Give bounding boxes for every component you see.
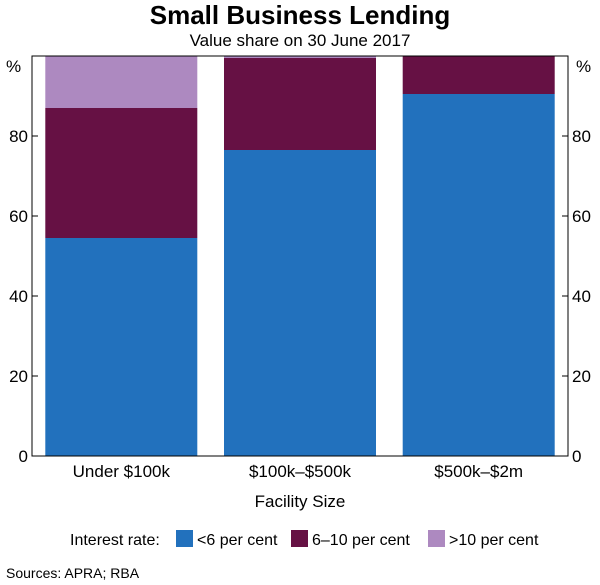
legend-label-6-per-cent: <6 per cent [197, 532, 278, 549]
y-unit-right: % [576, 57, 591, 76]
bar-500k-2m-6-10-per-cent [402, 56, 555, 94]
source-note: Sources: APRA; RBA [6, 565, 140, 581]
legend-label-10-per-cent: >10 per cent [449, 532, 539, 549]
x-axis-label: Facility Size [255, 492, 346, 511]
y-tick-label-right: 60 [572, 207, 591, 226]
y-tick-label-left: 20 [9, 367, 28, 386]
y-tick-label-left: 60 [9, 207, 28, 226]
legend-label-6-10-per-cent: 6–10 per cent [312, 532, 410, 549]
y-tick-label-left: 40 [9, 287, 28, 306]
y-tick-label-right: 20 [572, 367, 591, 386]
legend: Interest rate: <6 per cent 6–10 per cent >1… [70, 530, 539, 549]
y-tick-label-right: 40 [572, 287, 591, 306]
bar-under-100k-10-per-cent [45, 56, 198, 108]
chart-subtitle: Value share on 30 June 2017 [189, 31, 411, 50]
bar-100k-500k-6-per-cent [224, 150, 376, 456]
legend-title: Interest rate: [70, 532, 160, 549]
x-category-label-under-100k: Under $100k [73, 462, 171, 481]
bar-under-100k-6-per-cent [45, 238, 198, 456]
x-category-label-100k-500k: $100k–$500k [249, 462, 352, 481]
bar-under-100k-6-10-per-cent [45, 108, 198, 238]
bar-100k-500k-10-per-cent [224, 56, 376, 58]
y-tick-label-right: 0 [572, 447, 581, 466]
plot-frame [31, 55, 569, 457]
bar-100k-500k-6-10-per-cent [224, 58, 376, 150]
legend-swatch-6-per-cent [176, 530, 193, 547]
bars-group [45, 56, 555, 456]
legend-swatch-10-per-cent [428, 530, 445, 547]
legend-swatch-6-10-per-cent [291, 530, 308, 547]
chart-title: Small Business Lending [149, 0, 451, 30]
y-tick-label-left: 0 [19, 447, 28, 466]
bar-500k-2m-6-per-cent [402, 94, 555, 456]
y-unit-left: % [6, 57, 21, 76]
x-category-label-500k-2m: $500k–$2m [434, 462, 523, 481]
y-tick-label-left: 80 [9, 127, 28, 146]
y-ticks-group: 0 0 20 20 40 40 60 60 80 80 [9, 127, 591, 466]
x-categories-group: Under $100k $100k–$500k $500k–$2m [73, 462, 523, 481]
y-tick-label-right: 80 [572, 127, 591, 146]
